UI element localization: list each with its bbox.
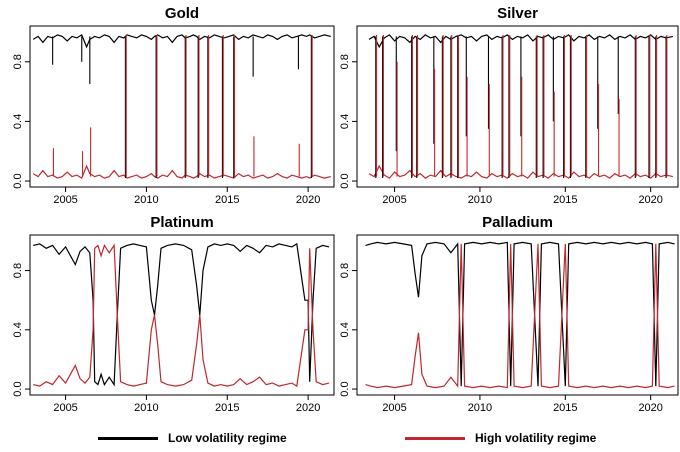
x-tick-label-palladium: 2010 (468, 402, 492, 414)
series-line-low-platinum (33, 242, 330, 387)
y-tick-label-platinum: 0.4 (12, 322, 24, 337)
series-line-low-palladium (365, 241, 675, 387)
plot-frame-platinum (29, 234, 335, 396)
x-tick-label-silver: 2005 (382, 194, 406, 206)
y-tick-label-platinum: 0.8 (12, 263, 24, 278)
x-tick-label-gold: 2005 (53, 194, 77, 206)
series-line-low-silver (368, 34, 674, 49)
series-line-high-palladium (365, 243, 675, 389)
series-line-high-gold (32, 164, 331, 179)
x-tick-label-silver: 2015 (553, 194, 577, 206)
panel-title-palladium: Palladium (482, 214, 553, 231)
legend-swatch-low (98, 436, 158, 440)
x-tick-label-palladium: 2015 (553, 402, 577, 414)
legend-item-high: High volatility regime (405, 426, 596, 450)
x-tick-label-platinum: 2015 (215, 402, 239, 414)
plot-frame-gold (29, 25, 335, 188)
y-tick-label-gold: 0.4 (12, 114, 24, 129)
series-line-high-platinum (33, 243, 330, 388)
panel-palladium: Palladium 2005 2010 2015 2020 0.0 0.4 0.8 (339, 214, 679, 414)
panel-gold: Gold 2005 2010 2015 2020 0.0 0.4 0.8 (12, 5, 335, 206)
y-tick-label-silver: 0.0 (339, 173, 351, 188)
legend-item-low: Low volatility regime (98, 426, 287, 450)
series-line-low-gold (32, 34, 331, 49)
x-tick-label-platinum: 2010 (134, 402, 158, 414)
x-tick-label-platinum: 2005 (53, 402, 77, 414)
x-tick-label-platinum: 2020 (296, 402, 320, 414)
x-tick-label-silver: 2020 (638, 194, 662, 206)
plot-frame-palladium (356, 234, 679, 396)
series-line-high-silver (368, 164, 674, 179)
x-tick-label-gold: 2015 (215, 194, 239, 206)
y-tick-label-palladium: 0.4 (339, 322, 351, 337)
x-tick-label-gold: 2010 (134, 194, 158, 206)
y-tick-label-platinum: 0.0 (12, 381, 24, 396)
y-tick-label-silver: 0.8 (339, 54, 351, 69)
legend-label-low: Low volatility regime (168, 431, 287, 445)
panel-silver: Silver 2005 2010 2015 2020 0.0 0.4 0.8 (339, 5, 679, 206)
y-tick-label-palladium: 0.0 (339, 381, 351, 396)
x-tick-label-silver: 2010 (468, 194, 492, 206)
legend-swatch-high (405, 436, 465, 440)
panel-title-silver: Silver (497, 5, 538, 22)
y-tick-label-palladium: 0.8 (339, 263, 351, 278)
panel-title-gold: Gold (165, 5, 199, 22)
legend-label-high: High volatility regime (475, 431, 597, 445)
y-tick-label-gold: 0.8 (12, 54, 24, 69)
plot-frame-silver (356, 25, 679, 188)
panel-title-platinum: Platinum (150, 214, 213, 231)
x-tick-label-palladium: 2005 (382, 402, 406, 414)
y-tick-label-silver: 0.4 (339, 114, 351, 129)
x-tick-label-palladium: 2020 (638, 402, 662, 414)
y-tick-label-gold: 0.0 (12, 173, 24, 188)
panel-platinum: Platinum 2005 2010 2015 2020 0.0 0.4 0.8 (12, 214, 335, 414)
x-tick-label-gold: 2020 (296, 194, 320, 206)
